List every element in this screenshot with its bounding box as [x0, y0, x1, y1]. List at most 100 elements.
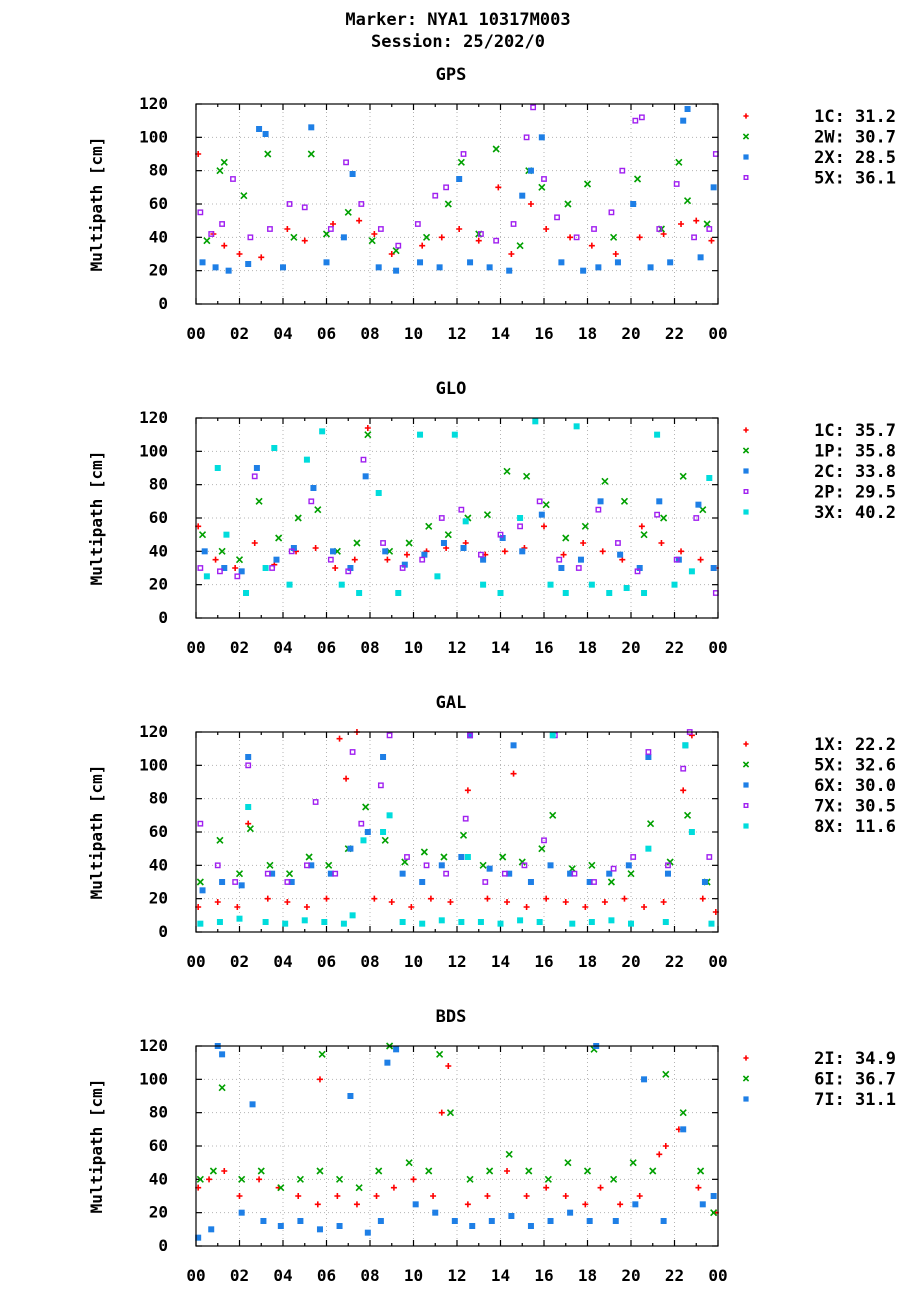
x-tick-label: 02 — [230, 1266, 249, 1285]
data-point — [636, 234, 643, 241]
data-point — [414, 221, 421, 227]
data-point — [654, 431, 661, 438]
x-tick-label: 00 — [708, 1266, 727, 1285]
data-point — [332, 870, 339, 877]
data-point — [620, 497, 629, 505]
data-point — [419, 920, 426, 927]
data-point — [258, 254, 265, 261]
data-point — [297, 1218, 304, 1224]
legend-marker — [742, 761, 750, 768]
data-point — [217, 568, 223, 575]
legend-label: 1C: 35.7 — [814, 421, 896, 441]
data-point — [197, 920, 204, 927]
data-point — [338, 581, 345, 588]
data-point — [638, 523, 645, 530]
data-point — [403, 551, 410, 558]
data-point — [523, 1193, 530, 1199]
x-tick-label: 22 — [665, 324, 684, 343]
data-point — [257, 1167, 265, 1175]
series-points — [195, 418, 719, 596]
data-point — [386, 812, 393, 819]
data-point — [601, 899, 608, 905]
x-tick-label: 08 — [360, 1266, 379, 1285]
data-point — [547, 862, 554, 869]
data-point — [399, 870, 406, 877]
x-tick-label: 10 — [404, 952, 423, 971]
data-point — [345, 568, 352, 575]
data-point — [375, 1167, 383, 1175]
data-point — [377, 1218, 384, 1224]
series-2 — [199, 106, 717, 274]
data-point — [571, 870, 578, 877]
data-point — [697, 556, 704, 563]
data-point — [480, 581, 487, 588]
data-point — [527, 201, 534, 207]
data-point — [375, 264, 382, 271]
data-point — [323, 895, 330, 902]
x-tick-label: 12 — [447, 324, 466, 343]
data-point — [262, 565, 269, 571]
data-point — [290, 233, 298, 241]
data-point — [218, 547, 226, 555]
data-point — [562, 590, 569, 596]
legend-marker — [743, 803, 749, 809]
data-point — [199, 887, 206, 894]
y-tick-label: 20 — [149, 889, 168, 908]
legend-label: 3X: 40.2 — [814, 503, 896, 523]
data-point — [347, 845, 354, 852]
data-point — [464, 787, 471, 794]
data-point — [219, 1051, 226, 1058]
data-point — [679, 1109, 687, 1117]
series-3 — [197, 729, 713, 885]
x-tick-label: 20 — [621, 638, 640, 657]
data-point — [380, 754, 387, 760]
data-point — [234, 573, 241, 580]
data-point — [615, 540, 621, 546]
data-point — [647, 264, 654, 271]
data-point — [649, 1167, 657, 1175]
data-point — [630, 854, 637, 860]
data-point — [617, 551, 624, 558]
y-tick-label: 60 — [149, 194, 168, 213]
data-point — [558, 565, 565, 571]
data-point — [351, 556, 358, 563]
data-point — [219, 221, 225, 227]
data-point — [506, 870, 513, 877]
data-point — [312, 545, 319, 551]
data-point — [523, 472, 531, 480]
data-point — [445, 1063, 452, 1069]
data-point — [362, 803, 370, 811]
data-point — [375, 490, 382, 496]
data-point — [483, 511, 492, 519]
data-point — [262, 919, 269, 925]
data-point — [497, 920, 504, 927]
data-point — [290, 545, 297, 551]
data-point — [266, 861, 274, 869]
data-point — [238, 1175, 246, 1183]
y-tick-label: 40 — [149, 227, 168, 246]
data-point — [305, 853, 313, 861]
data-point — [421, 551, 428, 558]
data-point — [636, 1193, 643, 1199]
y-tick-label: 80 — [149, 1103, 168, 1122]
data-point — [308, 498, 315, 505]
x-tick-label: 18 — [578, 638, 597, 657]
data-point — [214, 899, 221, 905]
data-point — [623, 585, 630, 591]
data-point — [285, 870, 294, 878]
y-axis-label: Multipath [cm] — [87, 1079, 106, 1214]
x-tick-label: 02 — [230, 324, 249, 343]
data-point — [680, 765, 687, 772]
data-point — [393, 267, 400, 274]
data-point — [682, 742, 689, 749]
legend-marker — [743, 509, 749, 515]
data-point — [693, 217, 700, 224]
data-point — [201, 548, 208, 555]
data-point — [430, 1193, 437, 1199]
x-tick-label: 12 — [447, 952, 466, 971]
data-point — [645, 845, 652, 852]
data-point — [641, 1076, 648, 1083]
data-point — [221, 242, 228, 249]
data-point — [547, 1218, 554, 1224]
data-point — [251, 473, 258, 480]
